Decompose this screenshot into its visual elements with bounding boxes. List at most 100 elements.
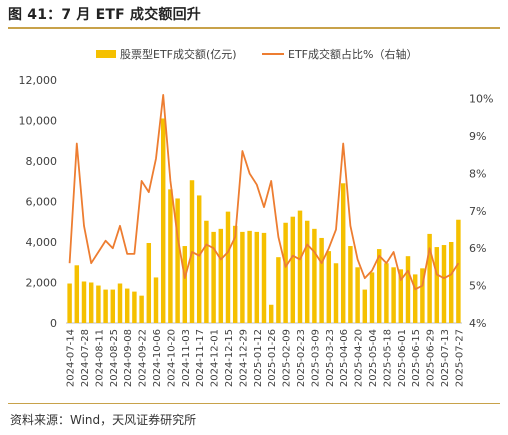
bar xyxy=(211,231,216,324)
x-tick-label: 2024-09-08 xyxy=(123,329,134,387)
bar xyxy=(175,198,180,323)
bar xyxy=(124,288,130,323)
x-tick-label: 2024-07-14 xyxy=(66,329,77,387)
bar xyxy=(88,282,94,323)
bar xyxy=(427,233,432,323)
bar xyxy=(160,118,166,323)
y-left-tick-label: 2,000 xyxy=(26,277,58,290)
bar xyxy=(225,211,231,324)
x-tick-label: 2025-07-13 xyxy=(440,329,451,387)
bar xyxy=(67,283,72,323)
bar xyxy=(168,189,173,323)
bar xyxy=(254,231,260,324)
x-tick-label: 2025-01-12 xyxy=(253,329,264,387)
share-line xyxy=(68,94,460,291)
bar xyxy=(420,268,425,323)
bar xyxy=(182,246,188,323)
y-right-tick-label: 9% xyxy=(469,130,486,143)
x-tick-label: 2024-08-11 xyxy=(94,329,105,387)
x-tick-label: 2025-04-20 xyxy=(354,329,365,387)
x-tick-label: 2024-10-06 xyxy=(152,329,163,387)
y-right-tick-label: 7% xyxy=(469,205,486,218)
source-rule xyxy=(8,403,500,404)
x-tick-label: 2024-07-28 xyxy=(80,329,91,387)
x-tick-label: 2025-05-18 xyxy=(382,329,393,387)
y-left-tick-label: 8,000 xyxy=(26,155,58,168)
x-tick-label: 2025-02-09 xyxy=(282,329,293,387)
bar xyxy=(355,267,360,323)
bar xyxy=(96,285,101,323)
etf-turnover-chart: 股票型ETF成交额(亿元) ETF成交额占比%（右轴） 0 2,000 4,000 6… xyxy=(19,47,494,387)
chart-legend: 股票型ETF成交额(亿元) ETF成交额占比%（右轴） xyxy=(96,47,417,61)
source-note: 资料来源：Wind，天风证券研究所 xyxy=(10,413,197,427)
bar xyxy=(362,289,368,323)
bar xyxy=(196,195,202,323)
bar xyxy=(132,291,137,323)
bar xyxy=(117,283,123,323)
bar xyxy=(312,228,317,323)
x-tick-label: 2025-01-26 xyxy=(267,329,278,387)
bar xyxy=(240,231,245,324)
x-tick-label: 2024-12-15 xyxy=(224,329,235,387)
bar xyxy=(74,265,80,323)
y-right-tick-label: 5% xyxy=(469,280,486,293)
x-tick-label: 2025-02-23 xyxy=(296,329,307,387)
x-tick-label: 2024-08-25 xyxy=(109,329,120,387)
legend-bar-swatch xyxy=(96,50,116,58)
bar xyxy=(326,251,332,323)
bar xyxy=(297,210,303,323)
y-left-tick-label: 10,000 xyxy=(19,115,58,128)
y-left-tick-label: 4,000 xyxy=(26,236,58,249)
x-tick-label: 2025-07-27 xyxy=(454,329,465,387)
x-tick-label: 2024-09-22 xyxy=(138,329,149,387)
x-tick-label: 2025-03-09 xyxy=(310,329,321,387)
y-right-tick-label: 6% xyxy=(469,242,486,255)
bar xyxy=(391,267,396,323)
bar xyxy=(103,289,108,323)
x-tick-label: 2024-12-29 xyxy=(238,329,249,387)
bar xyxy=(268,304,274,323)
bar xyxy=(81,281,87,323)
x-tick-label: 2024-11-03 xyxy=(181,329,192,387)
line-series xyxy=(68,94,460,291)
legend-bar-label: 股票型ETF成交额(亿元) xyxy=(120,47,237,61)
y-right-tick-label: 4% xyxy=(469,317,486,330)
bar xyxy=(290,216,296,323)
x-tick-label: 2024-11-17 xyxy=(195,329,206,387)
bar xyxy=(448,242,454,323)
x-tick-label: 2025-06-15 xyxy=(411,329,422,387)
bar xyxy=(232,225,238,323)
bar xyxy=(153,277,159,323)
x-tick-label: 2025-06-01 xyxy=(397,329,408,387)
bar xyxy=(139,295,144,323)
bar xyxy=(110,289,116,323)
bar xyxy=(376,249,382,323)
y-left-tick-label: 0 xyxy=(50,317,57,330)
bar xyxy=(319,237,324,323)
x-tick-label: 2025-04-06 xyxy=(339,329,350,387)
axes-group: 0 2,000 4,000 6,000 8,000 10,000 12,000 4% 5% 6% 7… xyxy=(19,74,494,387)
bar xyxy=(441,245,447,323)
bar xyxy=(456,219,461,323)
bar xyxy=(146,243,152,323)
bar xyxy=(405,256,411,323)
bar xyxy=(218,228,224,323)
bar xyxy=(304,220,310,323)
bar xyxy=(412,274,418,323)
bar xyxy=(398,269,404,323)
bar xyxy=(247,230,252,323)
bar xyxy=(434,247,440,323)
bar xyxy=(333,263,339,323)
y-left-tick-label: 6,000 xyxy=(26,196,58,209)
x-tick-label: 2024-10-20 xyxy=(166,329,177,387)
figure-title: 图 41：7 月 ETF 成交额回升 xyxy=(8,7,201,23)
bar xyxy=(348,246,353,323)
bar xyxy=(261,232,267,323)
bar xyxy=(276,257,281,323)
y-right-tick-label: 10% xyxy=(469,93,493,106)
bar xyxy=(369,272,375,324)
x-tick-label: 2025-03-23 xyxy=(325,329,336,387)
y-left-tick-label: 12,000 xyxy=(19,74,58,87)
title-rule xyxy=(8,27,500,29)
x-tick-label: 2024-12-01 xyxy=(210,329,221,387)
